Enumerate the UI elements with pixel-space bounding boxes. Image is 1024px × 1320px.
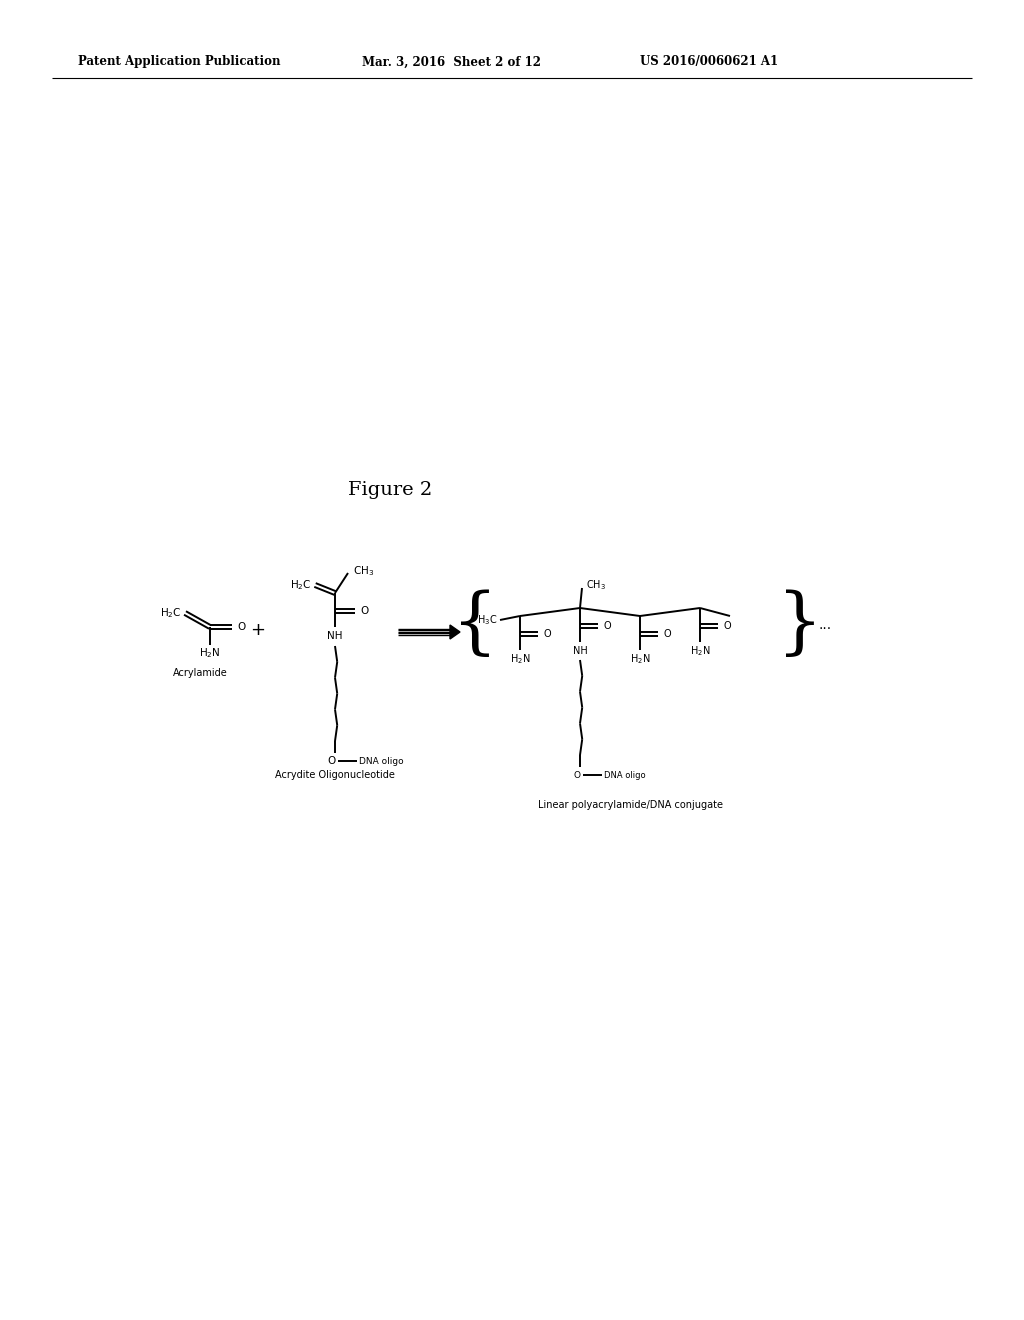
- Text: O: O: [573, 771, 581, 780]
- Text: $\mathregular{H_2C}$: $\mathregular{H_2C}$: [161, 606, 182, 620]
- Text: O: O: [328, 756, 336, 766]
- Text: DNA oligo: DNA oligo: [359, 756, 403, 766]
- Text: O: O: [663, 630, 671, 639]
- Text: O: O: [543, 630, 551, 639]
- Text: $\mathregular{H_2C}$: $\mathregular{H_2C}$: [291, 578, 312, 591]
- Text: O: O: [603, 620, 610, 631]
- Text: }: }: [777, 590, 823, 660]
- Text: Linear polyacrylamide/DNA conjugate: Linear polyacrylamide/DNA conjugate: [538, 800, 723, 810]
- Text: Figure 2: Figure 2: [348, 480, 432, 499]
- Text: NH: NH: [328, 631, 343, 642]
- Text: $\mathregular{CH_3}$: $\mathregular{CH_3}$: [353, 564, 374, 578]
- Text: Patent Application Publication: Patent Application Publication: [78, 55, 281, 69]
- Text: DNA oligo: DNA oligo: [604, 771, 645, 780]
- Text: $\mathregular{H_2N}$: $\mathregular{H_2N}$: [510, 652, 530, 665]
- Text: $\mathregular{CH_3}$: $\mathregular{CH_3}$: [586, 578, 606, 591]
- Text: $\mathregular{H_2N}$: $\mathregular{H_2N}$: [630, 652, 650, 665]
- Text: NH: NH: [572, 645, 588, 656]
- Text: O: O: [237, 622, 246, 632]
- Text: $\mathregular{H_3C}$: $\mathregular{H_3C}$: [476, 612, 497, 627]
- Text: $\mathregular{H_2N}$: $\mathregular{H_2N}$: [200, 645, 221, 660]
- Text: $\mathregular{H_2N}$: $\mathregular{H_2N}$: [690, 644, 711, 657]
- Text: Acrydite Oligonucleotide: Acrydite Oligonucleotide: [275, 770, 395, 780]
- Text: Mar. 3, 2016  Sheet 2 of 12: Mar. 3, 2016 Sheet 2 of 12: [362, 55, 541, 69]
- Text: +: +: [251, 620, 265, 639]
- Polygon shape: [450, 624, 460, 639]
- Text: {: {: [452, 590, 498, 660]
- Text: O: O: [360, 606, 369, 616]
- Text: ...: ...: [818, 618, 831, 632]
- Text: US 2016/0060621 A1: US 2016/0060621 A1: [640, 55, 778, 69]
- Text: O: O: [723, 620, 731, 631]
- Text: Acrylamide: Acrylamide: [173, 668, 227, 678]
